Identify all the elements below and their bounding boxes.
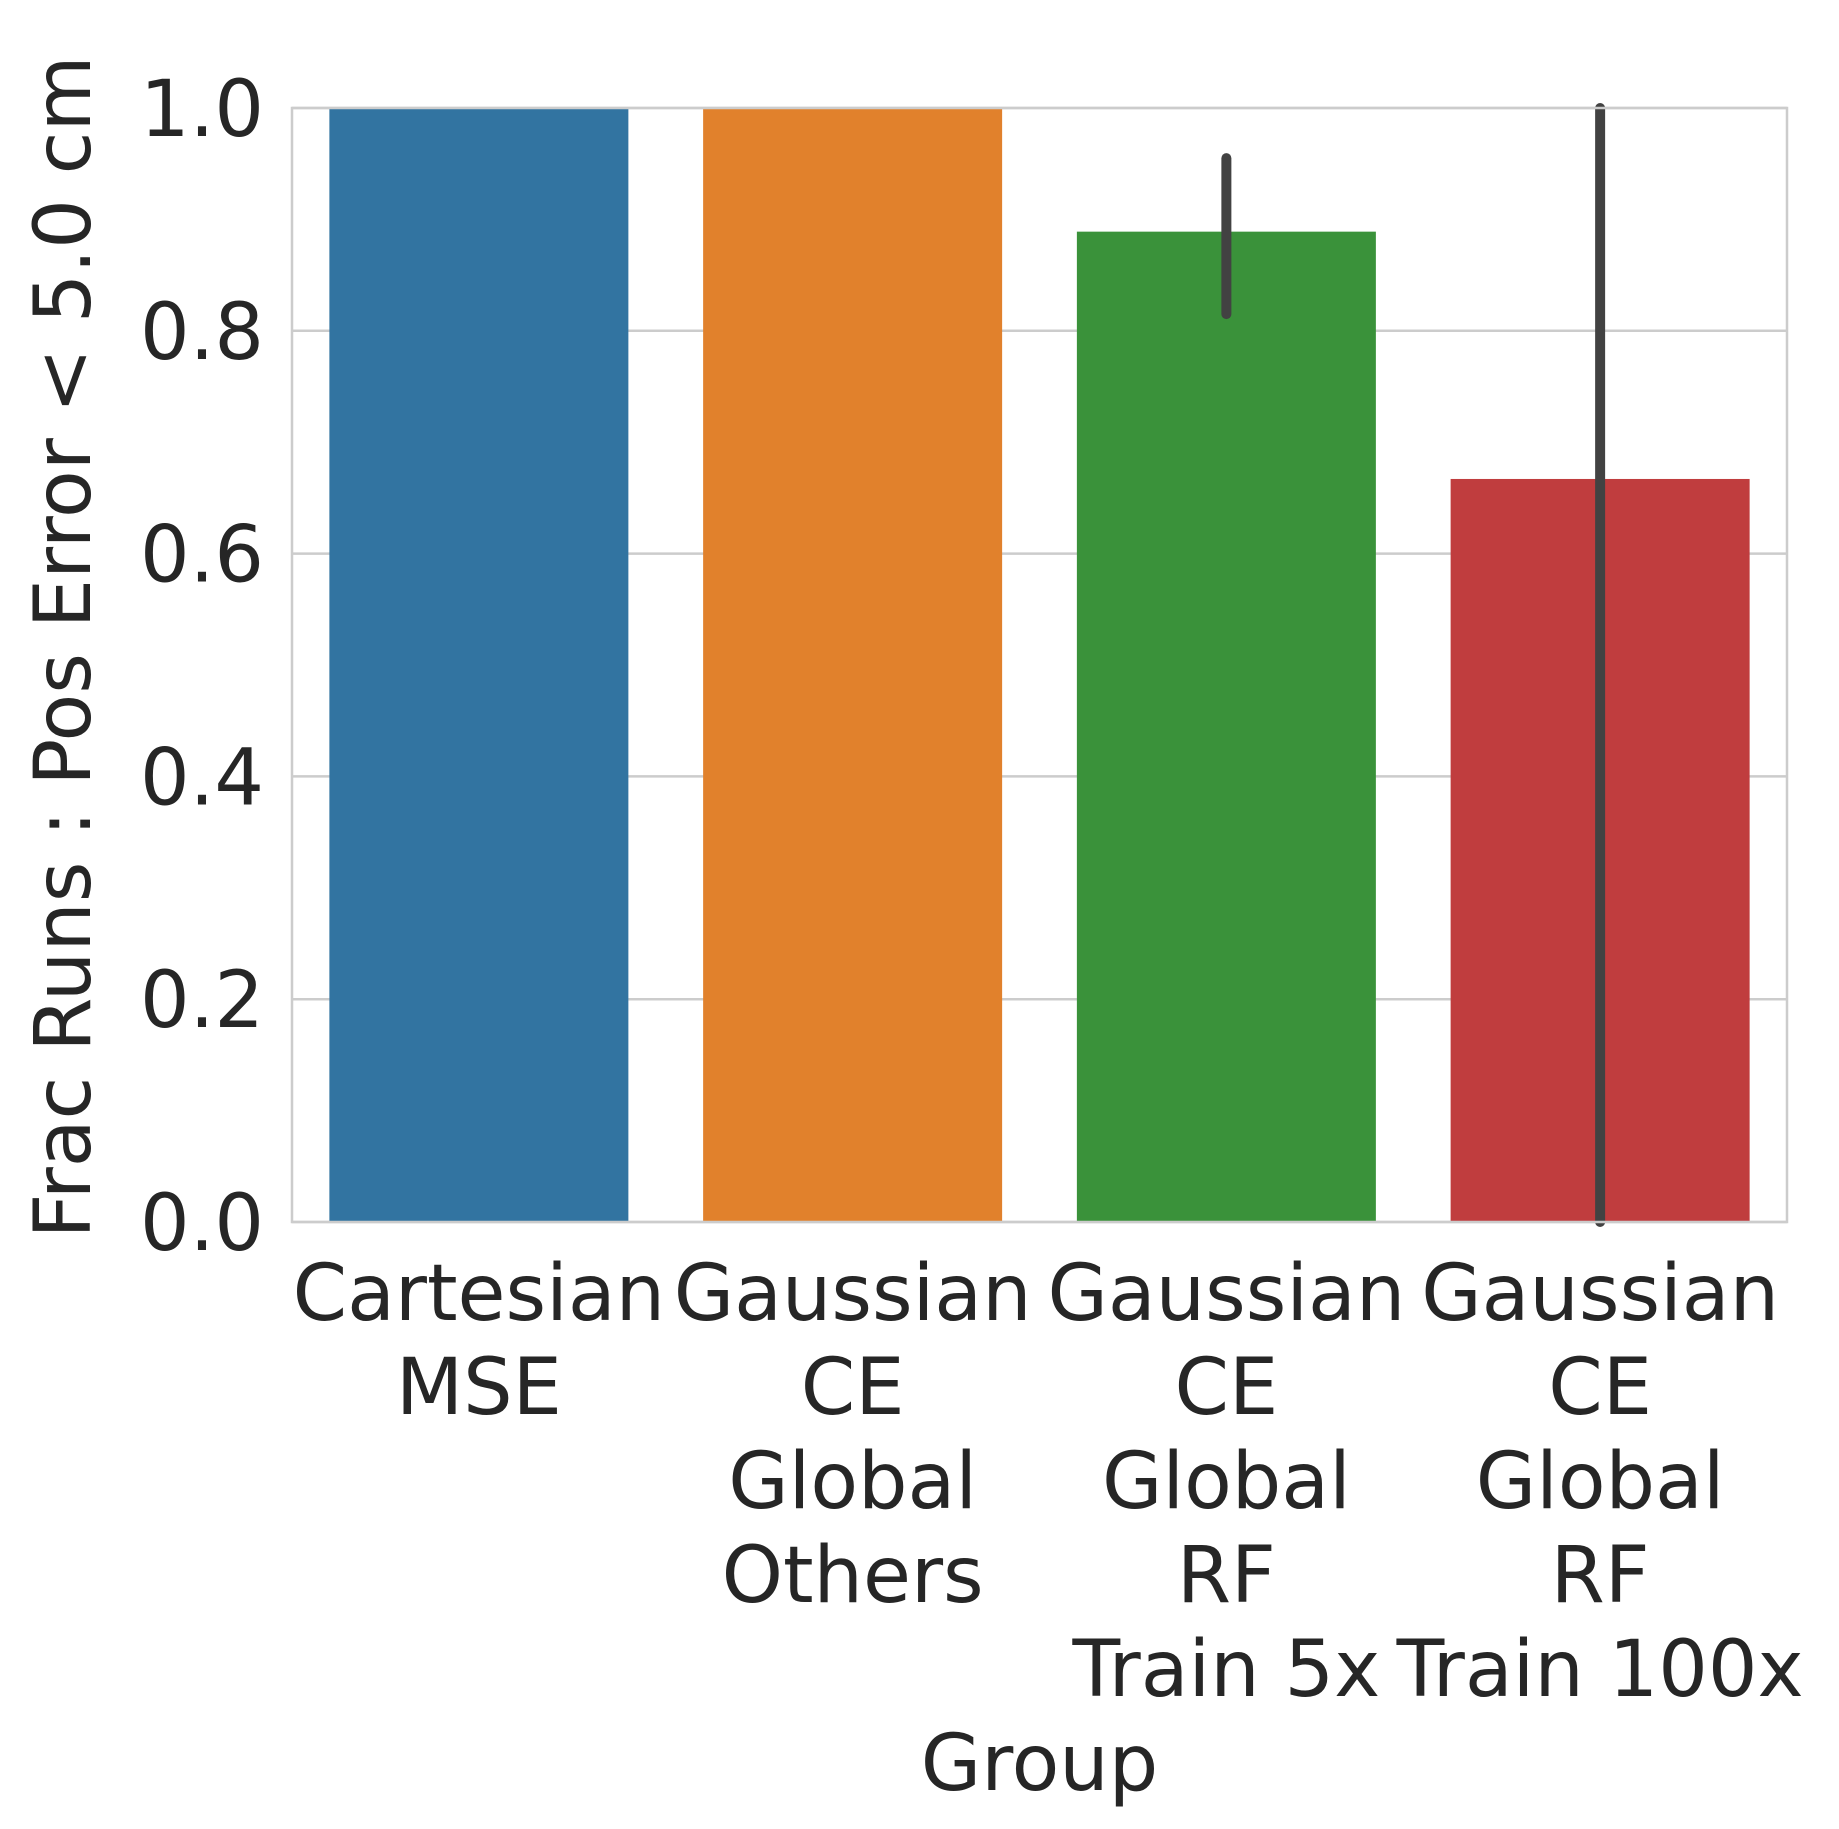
error-bars [1221,103,1606,1227]
y-tick-label: 0.6 [140,511,264,601]
y-tick-label: 0.8 [140,288,264,378]
y-tick-labels: 0.0 0.2 0.4 0.6 0.8 1.0 [140,65,264,1269]
x-axis-label: Group [921,1719,1158,1809]
x-tick-label: Gaussian CE Global RF Train 100x [1396,1249,1804,1715]
x-tick-label-line: RF [1551,1531,1650,1621]
y-tick-label: 1.0 [140,65,264,155]
bar-2 [703,108,1003,1222]
x-tick-label-line: Cartesian [293,1249,665,1339]
bar-3 [1076,231,1376,1223]
x-tick-label-line: Train 100x [1396,1625,1804,1715]
x-tick-label-line: CE [1548,1343,1652,1433]
y-tick-label: 0.4 [140,733,264,823]
x-tick-label-line: Global [728,1437,977,1527]
bar-1 [329,108,629,1222]
plot-frame [290,106,1789,1224]
x-tick-label-line: Global [1102,1437,1351,1527]
x-tick-label-line: CE [1175,1343,1279,1433]
y-tick-label: 0.0 [140,1179,264,1269]
x-tick-label-line: MSE [396,1343,562,1433]
x-tick-label-line: RF [1177,1531,1276,1621]
x-tick-label-line: Gaussian [674,1249,1032,1339]
x-tick-label-line: Gaussian [1421,1249,1779,1339]
x-tick-label: Cartesian MSE [293,1249,665,1433]
x-tick-label-line: CE [801,1343,905,1433]
x-tick-label-line: Train 5x [1072,1625,1381,1715]
y-tick-label: 0.2 [140,956,264,1046]
x-tick-label-line: Gaussian [1047,1249,1405,1339]
x-tick-label-line: Others [722,1531,984,1621]
bars [329,108,1750,1223]
y-axis-label: Frac Runs : Pos Error < 5.0 cm [19,56,109,1239]
x-tick-label: Gaussian CE Global Others [674,1249,1032,1621]
x-tick-label-line: Global [1476,1437,1725,1527]
x-tick-label: Gaussian CE Global RF Train 5x [1047,1249,1405,1715]
